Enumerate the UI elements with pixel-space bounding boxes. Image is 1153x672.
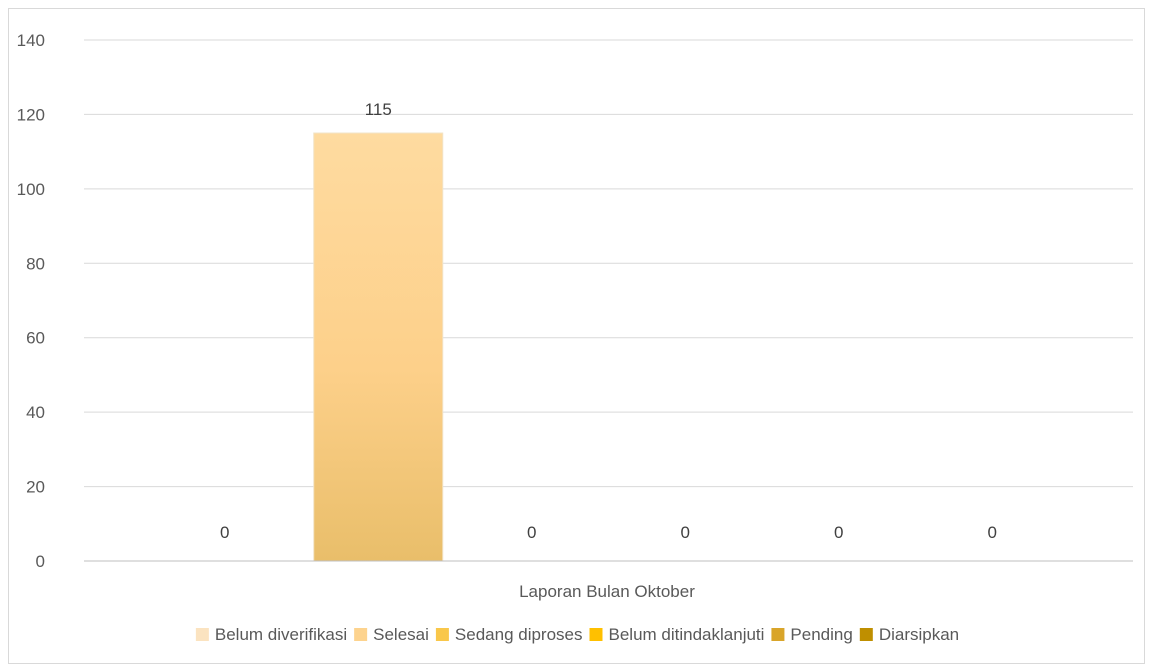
data-label: 0: [988, 523, 997, 542]
data-labels: 0 115 0 0 0 0: [220, 100, 997, 542]
legend-label: Belum diverifikasi: [215, 625, 347, 644]
bar-chart: 0 20 40 60 80 100 120 140 0 115 0 0 0 0 Laporan Bula…: [17, 31, 1133, 644]
data-label: 0: [527, 523, 536, 542]
y-tick-label: 120: [17, 105, 45, 124]
y-tick-label: 40: [26, 403, 45, 422]
data-label: 0: [220, 523, 229, 542]
y-tick-label: 20: [26, 478, 45, 497]
legend: Belum diverifikasi Selesai Sedang diproses…: [195, 625, 959, 644]
legend-item-sedang-diproses: Sedang diproses: [435, 625, 583, 644]
y-tick-label: 0: [36, 552, 45, 571]
chart-frame: 0 20 40 60 80 100 120 140 0 115 0 0 0 0 Laporan Bula…: [8, 8, 1145, 664]
legend-swatch: [771, 628, 785, 641]
legend-swatch: [435, 628, 449, 641]
x-axis-title: Laporan Bulan Oktober: [519, 582, 695, 601]
legend-label: Pending: [790, 625, 852, 644]
y-tick-label: 140: [17, 31, 45, 50]
bars: [313, 132, 444, 562]
legend-label: Belum ditindaklanjuti: [609, 625, 765, 644]
legend-item-pending: Pending: [771, 625, 853, 644]
data-label: 115: [365, 100, 392, 119]
legend-label: Diarsipkan: [879, 625, 959, 644]
bar-selesai: [313, 132, 444, 562]
gridlines: [84, 39, 1133, 488]
data-label: 0: [681, 523, 690, 542]
y-tick-label: 60: [26, 329, 45, 348]
legend-swatch: [354, 628, 368, 641]
legend-item-belum-diverifikasi: Belum diverifikasi: [195, 625, 347, 644]
y-tick-label: 80: [26, 254, 45, 273]
legend-label: Selesai: [373, 625, 429, 644]
legend-label: Sedang diproses: [455, 625, 583, 644]
y-tick-label: 100: [17, 180, 45, 199]
legend-item-diarsipkan: Diarsipkan: [859, 625, 959, 644]
legend-swatch: [195, 628, 209, 641]
legend-swatch: [589, 628, 603, 641]
data-label: 0: [834, 523, 843, 542]
legend-swatch: [859, 628, 873, 641]
legend-item-selesai: Selesai: [354, 625, 429, 644]
legend-item-belum-ditindaklanjuti: Belum ditindaklanjuti: [589, 625, 765, 644]
y-axis-tick-labels: 0 20 40 60 80 100 120 140: [17, 31, 45, 571]
